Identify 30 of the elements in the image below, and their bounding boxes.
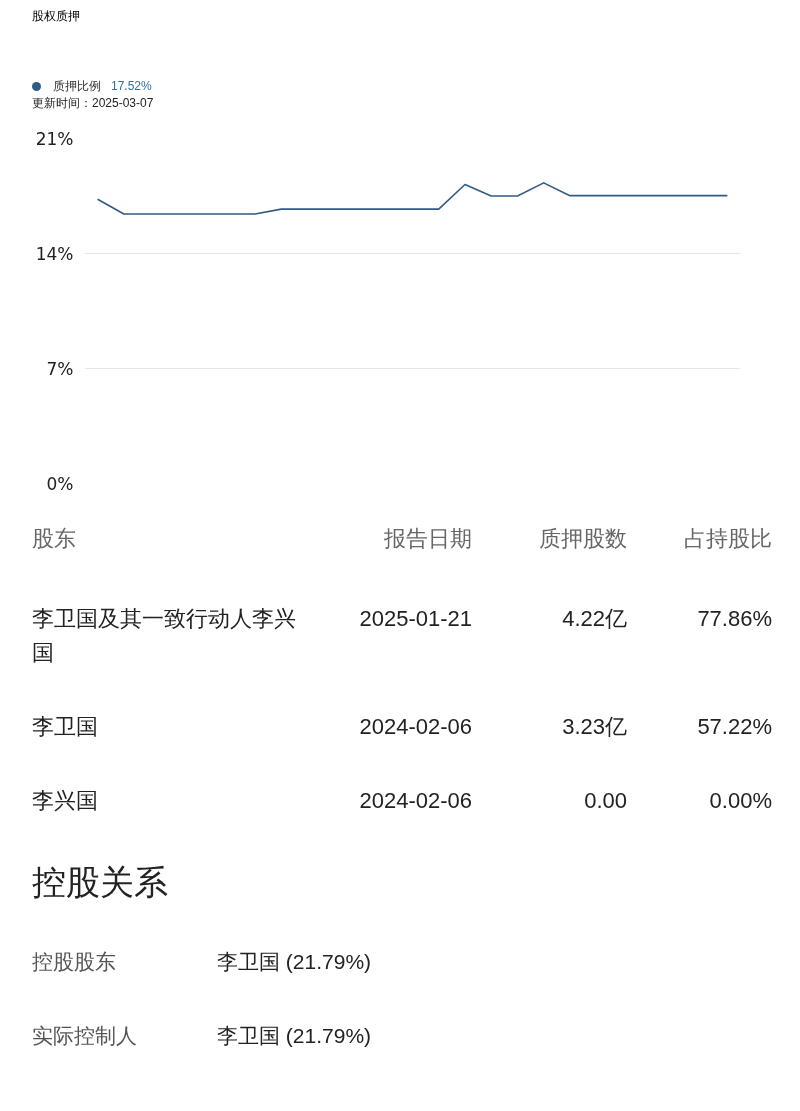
text: 李兴国: [32, 787, 99, 816]
text: 0.00: [583, 787, 627, 816]
y-tick-label: 0%: [46, 473, 74, 494]
y-tick-label: 7%: [46, 358, 74, 379]
text: 2025-01-21: [358, 605, 472, 634]
text: 李卫国及其一致行动人李兴国: [32, 605, 297, 668]
text: 李卫国 (21.79%): [217, 949, 373, 975]
text: 17.52%: [111, 78, 152, 95]
text: 57.22%: [696, 713, 772, 742]
line-series: [96, 182, 729, 215]
text: 李卫国: [32, 713, 99, 742]
text: 2024-02-06: [358, 787, 472, 816]
chart-title: 股权质押: [32, 8, 80, 25]
text: 李卫国 (21.79%): [217, 1023, 373, 1049]
y-tick-label: 14%: [35, 243, 74, 264]
text: 报告日期: [383, 525, 472, 553]
text: 股东: [32, 525, 77, 553]
text: 0.00%: [708, 787, 772, 816]
text: 控股关系: [32, 862, 169, 904]
y-tick-label: 21%: [35, 128, 74, 149]
text: 占持股比: [683, 525, 772, 553]
text: 2024-02-06: [358, 713, 472, 742]
text: 4.22亿: [561, 605, 627, 634]
text: 实际控制人: [32, 1023, 138, 1049]
legend-label: 质押比例: [53, 78, 101, 95]
text: 3.23亿: [561, 713, 627, 742]
text: 更新时间：2025-03-07: [32, 96, 154, 111]
text: 77.86%: [696, 605, 772, 634]
text: 控股股东: [32, 949, 117, 975]
text: 质押股数: [538, 525, 627, 553]
